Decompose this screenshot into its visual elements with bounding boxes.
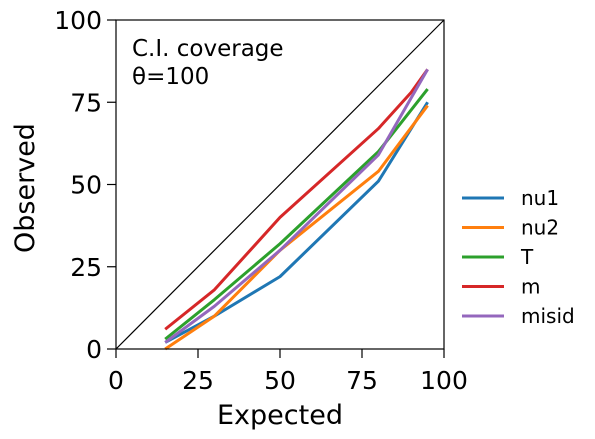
x-axis-title: Expected [217, 400, 343, 431]
y-tick-label: 25 [70, 253, 102, 282]
x-tick-label: 100 [420, 366, 468, 395]
x-ticks: 0 25 50 75 100 [108, 349, 468, 395]
x-tick-label: 75 [346, 366, 378, 395]
series-line-m [164, 68, 429, 331]
legend: nu1 nu2 Tm misid [462, 186, 575, 328]
legend-label-T: T [520, 245, 534, 269]
x-tick-label: 25 [182, 366, 214, 395]
x-tick-label: 50 [264, 366, 296, 395]
legend-entry-T: T [462, 245, 534, 269]
legend-label-misid: misid [521, 304, 575, 328]
y-tick-label: 100 [54, 6, 102, 35]
series-line-T [164, 88, 429, 341]
legend-label-nu2: nu2 [521, 216, 559, 240]
legend-entry-misid: misid [462, 304, 575, 328]
y-tick-label: 50 [70, 171, 102, 200]
legend-entry-m: m [462, 275, 540, 299]
annotation-line-2: θ=100 [132, 64, 209, 90]
series-line-misid [164, 68, 429, 344]
annotation-line-1: C.I. coverage [132, 36, 284, 62]
y-axis-title: Observed [10, 123, 41, 253]
y-tick-label: 0 [86, 335, 102, 364]
legend-entry-nu2: nu2 [462, 216, 559, 240]
y-ticks: 0 25 50 75 100 [54, 6, 116, 364]
y-tick-label: 75 [70, 88, 102, 117]
series-layer [164, 68, 429, 351]
legend-label-nu1: nu1 [521, 186, 559, 210]
legend-entry-nu1: nu1 [462, 186, 559, 210]
legend-label-m: m [521, 275, 540, 299]
reference-line-layer [115, 19, 445, 350]
x-tick-label: 0 [108, 366, 124, 395]
reference-diagonal-line [115, 19, 445, 350]
series-line-nu1 [164, 101, 429, 344]
